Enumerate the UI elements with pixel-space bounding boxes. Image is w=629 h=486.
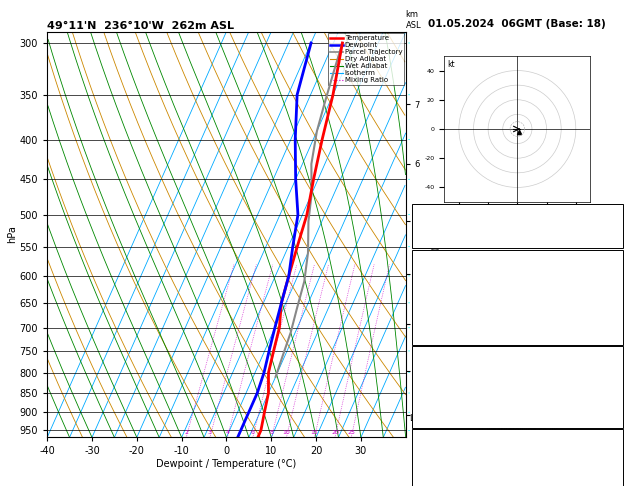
Text: kt: kt: [447, 60, 455, 69]
Text: SREH: SREH: [415, 456, 437, 465]
Text: Lifted Index: Lifted Index: [415, 386, 462, 395]
Text: LCL: LCL: [409, 414, 425, 423]
Text: Mixing Ratio (g/kg): Mixing Ratio (g/kg): [431, 247, 441, 320]
Text: km
ASL: km ASL: [406, 10, 421, 30]
Text: θᴄ (K): θᴄ (K): [415, 373, 438, 382]
Text: 18: 18: [610, 207, 620, 215]
Text: 51: 51: [610, 220, 620, 229]
Text: Temp (°C): Temp (°C): [415, 262, 455, 271]
Text: CIN (J): CIN (J): [415, 330, 440, 339]
Text: EH: EH: [415, 442, 426, 451]
Text: CIN (J): CIN (J): [415, 414, 440, 422]
Text: 294: 294: [604, 290, 620, 298]
Text: θᴄ(K): θᴄ(K): [415, 290, 436, 298]
Text: 82°: 82°: [606, 469, 620, 478]
Text: StmDir: StmDir: [415, 469, 443, 478]
Text: 15: 15: [311, 431, 318, 435]
Text: Most Unstable: Most Unstable: [485, 348, 550, 357]
Text: K: K: [415, 207, 420, 215]
Text: 01.05.2024  06GMT (Base: 18): 01.05.2024 06GMT (Base: 18): [428, 19, 606, 29]
Text: 0: 0: [615, 400, 620, 409]
Text: 2: 2: [184, 431, 188, 435]
Text: CAPE (J): CAPE (J): [415, 317, 447, 326]
X-axis label: Dewpoint / Temperature (°C): Dewpoint / Temperature (°C): [157, 459, 296, 469]
Text: Surface: Surface: [500, 252, 535, 260]
Text: Dewp (°C): Dewp (°C): [415, 276, 456, 285]
Text: 294: 294: [604, 373, 620, 382]
Text: 7: 7: [615, 483, 620, 486]
Text: 0: 0: [615, 414, 620, 422]
Text: 4: 4: [225, 431, 230, 435]
Text: 10: 10: [282, 431, 291, 435]
Y-axis label: hPa: hPa: [7, 226, 17, 243]
Text: Pressure (mb): Pressure (mb): [415, 359, 471, 368]
Text: 2.5: 2.5: [607, 276, 620, 285]
Text: 18: 18: [610, 442, 620, 451]
Text: 5: 5: [615, 303, 620, 312]
Text: Hodograph: Hodograph: [493, 432, 542, 440]
Text: 8: 8: [270, 431, 274, 435]
Text: CAPE (J): CAPE (J): [415, 400, 447, 409]
Text: PW (cm): PW (cm): [415, 234, 449, 243]
Text: 700: 700: [604, 359, 620, 368]
Text: 49°11'N  236°10'W  262m ASL: 49°11'N 236°10'W 262m ASL: [47, 21, 234, 31]
Text: 3: 3: [208, 431, 212, 435]
Text: 4: 4: [615, 386, 620, 395]
Text: © weatheronline.co.uk: © weatheronline.co.uk: [477, 427, 557, 433]
Text: StmSpd (kt): StmSpd (kt): [415, 483, 464, 486]
Text: 6: 6: [615, 330, 620, 339]
Text: Totals Totals: Totals Totals: [415, 220, 464, 229]
Text: 1.15: 1.15: [602, 234, 620, 243]
Text: Lifted Index: Lifted Index: [415, 303, 462, 312]
Legend: Temperature, Dewpoint, Parcel Trajectory, Dry Adiabat, Wet Adiabat, Isotherm, Mi: Temperature, Dewpoint, Parcel Trajectory…: [328, 33, 404, 86]
Text: 0: 0: [615, 317, 620, 326]
Text: 20: 20: [331, 431, 339, 435]
Text: 7: 7: [615, 262, 620, 271]
Text: 38: 38: [610, 456, 620, 465]
Text: 6: 6: [251, 431, 255, 435]
Text: 25: 25: [347, 431, 355, 435]
